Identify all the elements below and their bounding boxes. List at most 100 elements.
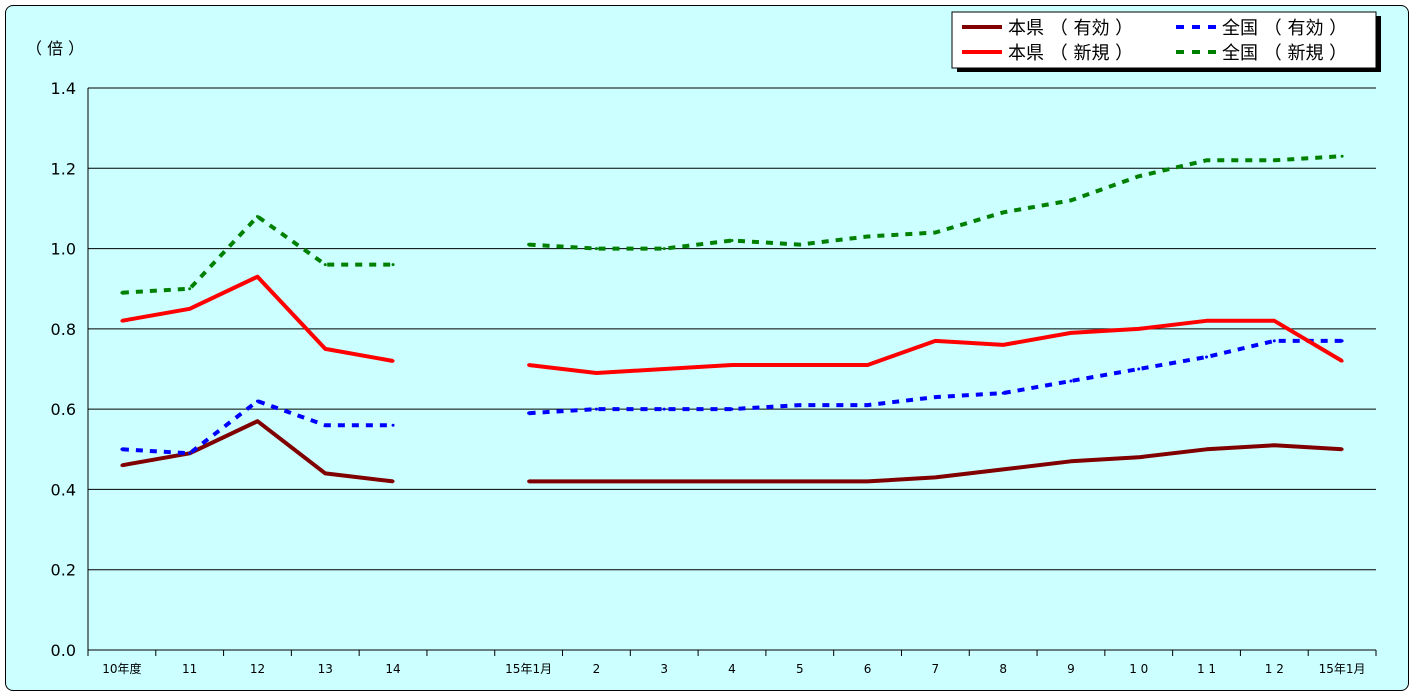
legend-label: 本県 （ 有効 ）	[1008, 18, 1133, 39]
x-tick-label: 15年1月	[505, 662, 552, 676]
x-tick-label: 8	[999, 662, 1007, 676]
data-point	[1001, 343, 1005, 347]
grid-lines	[88, 87, 1376, 571]
data-point	[1069, 459, 1073, 463]
data-point	[933, 339, 937, 343]
data-point	[391, 479, 395, 483]
data-point	[1137, 367, 1141, 371]
y-tick-label: 1.0	[51, 240, 76, 259]
x-tick-label: 9	[1067, 662, 1075, 676]
data-point	[1272, 158, 1276, 162]
data-point	[120, 463, 124, 467]
data-point	[798, 363, 802, 367]
chart-frame	[5, 5, 1409, 691]
data-point	[1272, 339, 1276, 343]
x-tick-label: 2	[593, 662, 601, 676]
data-point	[255, 399, 259, 403]
data-point	[1340, 339, 1344, 343]
series-line	[121, 274, 394, 363]
data-point	[933, 395, 937, 399]
data-point	[866, 235, 870, 239]
x-tick-label: 14	[385, 662, 400, 676]
series-line	[121, 214, 394, 295]
data-point	[1340, 447, 1344, 451]
data-point	[255, 275, 259, 279]
x-tick-label: 5	[796, 662, 804, 676]
x-tick-label: 4	[728, 662, 736, 676]
data-point	[866, 403, 870, 407]
x-tick-label: 1 0	[1129, 662, 1148, 676]
y-tick-label: 0.4	[51, 480, 76, 499]
x-tick-label: 6	[864, 662, 872, 676]
data-point	[1137, 327, 1141, 331]
data-point	[1069, 379, 1073, 383]
data-point	[662, 479, 666, 483]
data-point	[323, 423, 327, 427]
data-point	[527, 363, 531, 367]
x-tick-label: 1 1	[1197, 662, 1216, 676]
data-point	[323, 347, 327, 351]
data-point	[730, 479, 734, 483]
x-tick-label: 3	[660, 662, 668, 676]
data-point	[120, 447, 124, 451]
x-tick-label: 11	[182, 662, 197, 676]
legend-box	[951, 11, 1377, 69]
y-tick-label: 0.2	[51, 561, 76, 580]
data-point	[120, 291, 124, 295]
legend: 本県 （ 有効 ） 全国 （ 有効 ） 本県 （ 新規 ） 全国 （ 新規 ）	[951, 11, 1381, 72]
data-point	[730, 407, 734, 411]
data-point	[866, 363, 870, 367]
data-point	[391, 263, 395, 267]
data-point	[594, 407, 598, 411]
series-line	[528, 338, 1343, 416]
data-point	[188, 287, 192, 291]
legend-label: 全国 （ 有効 ）	[1222, 18, 1347, 39]
data-point	[527, 479, 531, 483]
y-tick-label: 1.2	[51, 159, 76, 178]
data-point	[527, 243, 531, 247]
data-point	[1205, 158, 1209, 162]
data-point	[933, 475, 937, 479]
data-point	[323, 263, 327, 267]
data-point	[1272, 443, 1276, 447]
series-line	[121, 399, 394, 456]
data-point	[933, 231, 937, 235]
data-point	[730, 239, 734, 243]
data-point	[594, 371, 598, 375]
data-point	[798, 243, 802, 247]
data-point	[1069, 331, 1073, 335]
data-point	[866, 479, 870, 483]
data-point	[1205, 355, 1209, 359]
data-point	[1205, 447, 1209, 451]
x-tick-label: 13	[318, 662, 333, 676]
data-point	[391, 423, 395, 427]
data-point	[662, 407, 666, 411]
x-tick-label: 7	[932, 662, 940, 676]
data-point	[323, 471, 327, 475]
data-point	[1001, 467, 1005, 471]
legend-label: 全国 （ 新規 ）	[1222, 43, 1347, 64]
y-tick-labels: 0.0 0.2 0.4 0.6 0.8 1.0 1.2 1.4	[51, 79, 76, 660]
x-tick-label: 1 2	[1265, 662, 1284, 676]
data-point	[1340, 359, 1344, 363]
series-line	[528, 154, 1343, 251]
y-tick-label: 0.6	[51, 400, 76, 419]
data-point	[188, 451, 192, 455]
data-point	[188, 307, 192, 311]
y-tick-label: 0.8	[51, 320, 76, 339]
data-point	[391, 359, 395, 363]
data-point	[1272, 319, 1276, 323]
data-point	[1001, 391, 1005, 395]
data-point	[1069, 198, 1073, 202]
data-point	[662, 367, 666, 371]
data-point	[1205, 319, 1209, 323]
data-point	[730, 363, 734, 367]
y-unit-label: （ 倍 ）	[26, 39, 84, 58]
axes	[87, 88, 1377, 656]
data-point	[255, 419, 259, 423]
x-tick-label: 10年度	[102, 661, 141, 676]
data-point	[527, 411, 531, 415]
series-lines	[120, 154, 1344, 484]
